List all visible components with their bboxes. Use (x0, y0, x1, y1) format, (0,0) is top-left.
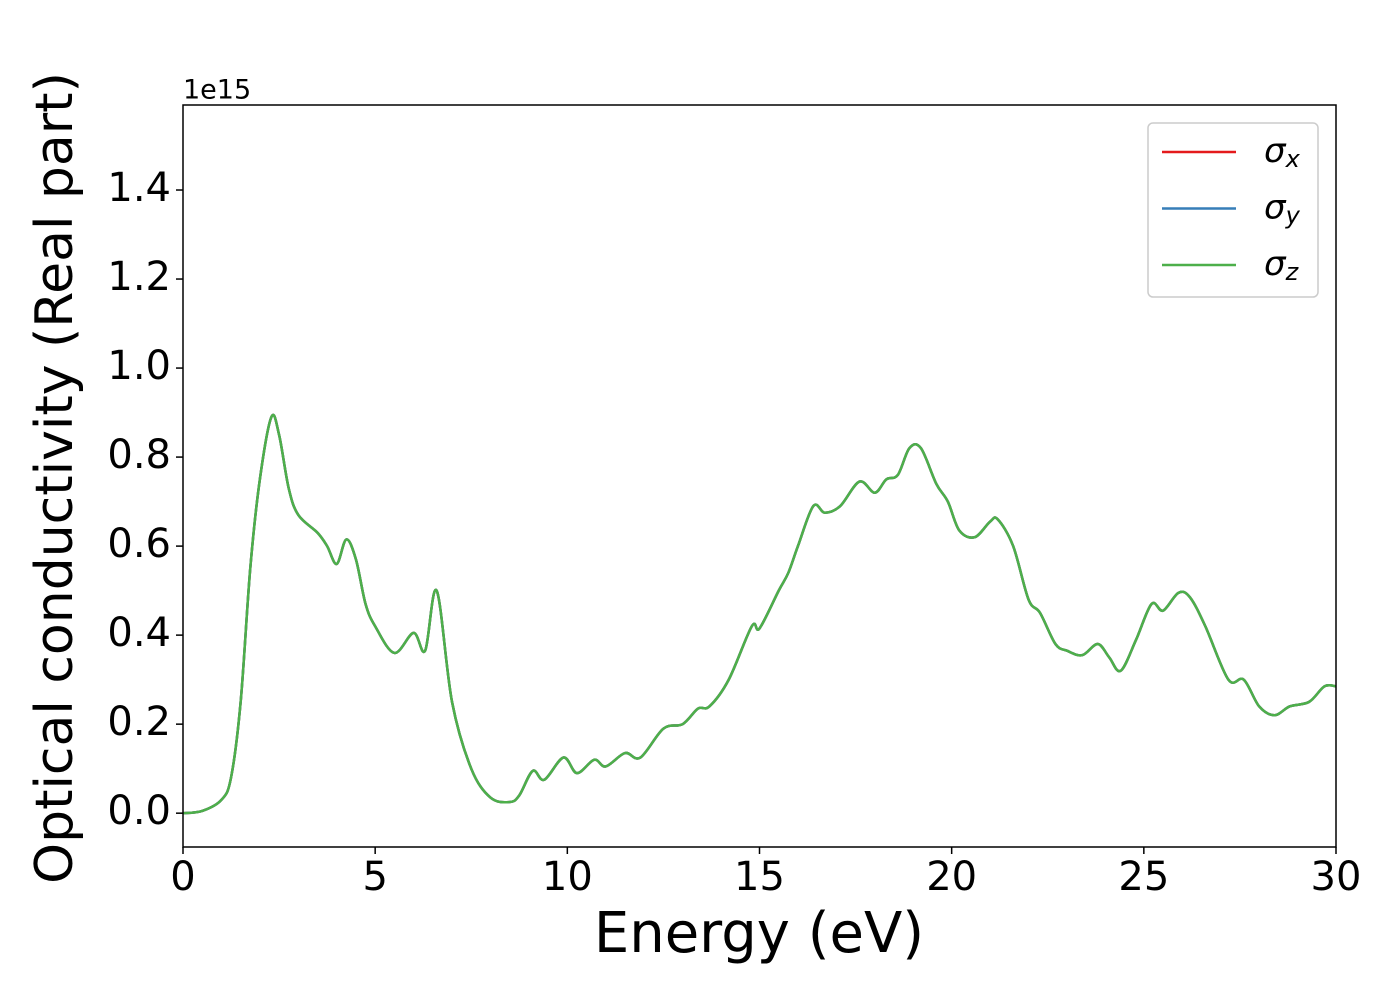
y-tick-label: 0.0 (107, 788, 171, 834)
series-line (183, 413, 1336, 815)
legend-label: σx (1264, 131, 1301, 174)
series-line (183, 413, 1336, 815)
y-tick-label: 0.4 (107, 610, 171, 656)
x-tick-label: 30 (1311, 854, 1362, 900)
x-tick-label: 25 (1118, 854, 1169, 900)
x-axis-label: Energy (eV) (594, 901, 924, 966)
x-tick-label: 15 (734, 854, 785, 900)
x-tick-label: 20 (926, 854, 977, 900)
y-axis-label: Optical conductivity (Real part) (25, 72, 85, 884)
y-tick-label: 1.0 (107, 343, 171, 389)
x-tick-label: 10 (542, 854, 593, 900)
series-line (183, 413, 1336, 815)
legend-label: σy (1264, 187, 1301, 230)
y-tick-label: 1.4 (107, 165, 171, 211)
legend-box (1147, 122, 1319, 298)
x-tick-label: 0 (170, 854, 195, 900)
plot-frame (182, 104, 1337, 848)
legend-label: σz (1264, 244, 1300, 287)
y-tick-label: 0.6 (107, 521, 171, 567)
y-offset-label: 1e15 (183, 75, 251, 106)
x-tick-label: 5 (362, 854, 387, 900)
y-tick-label: 1.2 (107, 254, 171, 300)
y-tick-label: 0.2 (107, 699, 171, 745)
y-tick-label: 0.8 (107, 432, 171, 478)
